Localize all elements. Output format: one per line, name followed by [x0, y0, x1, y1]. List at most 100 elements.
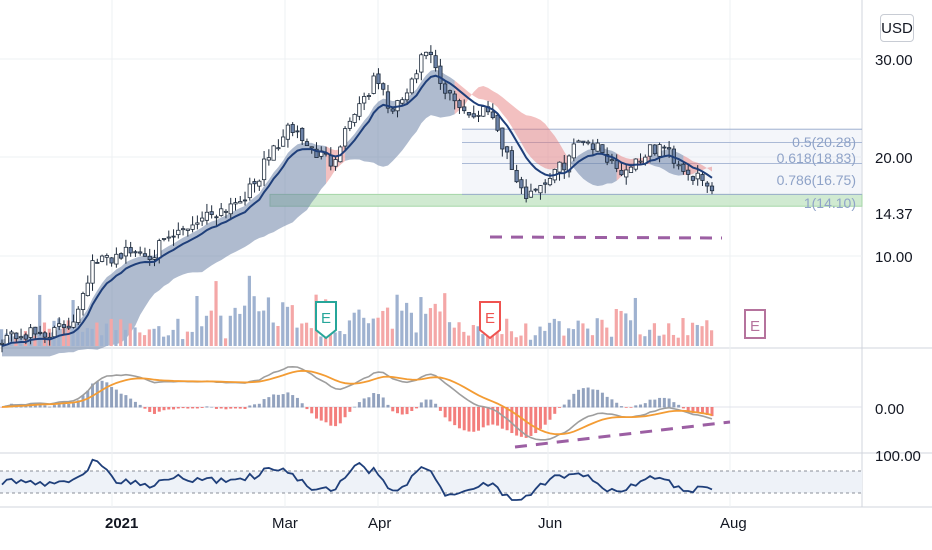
macd-histogram-bar: [658, 397, 662, 408]
volume-bar: [228, 315, 232, 346]
macd-histogram-bar: [415, 407, 419, 409]
volume-bar: [371, 318, 375, 346]
macd-histogram-bar: [467, 407, 471, 432]
volume-bar: [138, 332, 142, 346]
volume-bar: [700, 326, 704, 346]
macd-histogram-bar: [319, 407, 323, 421]
time-axis: 2021 Mar Apr Jun Aug: [105, 515, 747, 532]
volume-bar: [657, 335, 661, 346]
volume-bar: [452, 327, 456, 346]
macd-histogram-bar: [286, 392, 290, 408]
support-dashed-line: [489, 235, 723, 240]
volume-bar: [614, 309, 618, 346]
macd-histogram-bar: [138, 404, 142, 408]
macd-histogram-bar: [157, 407, 161, 412]
macd-histogram-bar: [648, 399, 652, 408]
macd-histogram-bar: [700, 407, 704, 414]
macd-histogram-bar: [172, 407, 176, 410]
fib-label-0.5: 0.5(20.28): [792, 134, 856, 150]
macd-histogram-bar: [686, 407, 690, 411]
macd-histogram-bar: [381, 397, 385, 408]
candle-body: [409, 78, 414, 94]
cloud-bullish: [2, 142, 327, 357]
volume-bar: [90, 328, 94, 346]
price-tick-20: 20.00: [875, 150, 913, 167]
macd-histogram-bar: [543, 407, 547, 425]
candle-body: [557, 161, 562, 173]
macd-histogram-bar: [572, 393, 576, 408]
candle-body: [628, 166, 634, 173]
volume-bar: [271, 322, 275, 346]
volume-bar: [571, 329, 576, 346]
macd-histogram-bar: [186, 407, 190, 409]
volume-bar: [57, 318, 61, 346]
macd-histogram-bar: [148, 407, 152, 412]
volume-bar: [119, 319, 123, 346]
candle-body: [33, 326, 38, 335]
candle-body: [590, 143, 595, 150]
volume-bar: [443, 293, 447, 346]
candle-body: [605, 154, 610, 163]
macd-histogram-bar: [610, 399, 614, 408]
candle-body: [85, 282, 90, 297]
fib-label-0.618: 0.618(18.83): [777, 150, 856, 166]
macd-histogram-bar: [129, 398, 133, 408]
macd-histogram-bar: [538, 407, 542, 429]
candle-body: [490, 111, 495, 119]
candle-body: [647, 144, 653, 157]
candle-body: [457, 100, 462, 108]
macd-histogram-bar: [619, 406, 623, 408]
volume-bar: [662, 334, 666, 346]
volume-bar: [600, 319, 604, 346]
volume-bar: [266, 297, 271, 346]
volume-bar: [409, 312, 413, 346]
macd-histogram-bar: [443, 407, 447, 418]
macd-histogram-bar: [295, 397, 299, 408]
macd-histogram-bar: [205, 406, 209, 408]
candle-body: [128, 247, 133, 254]
candle-body: [281, 136, 286, 147]
volume-bar: [590, 335, 595, 346]
candle-body: [14, 332, 19, 340]
macd-histogram-bar: [48, 406, 52, 408]
candle-body: [352, 114, 357, 123]
volume-bar: [686, 335, 690, 346]
macd-histogram-bar: [57, 403, 61, 408]
macd-histogram-bar: [429, 399, 433, 408]
price-tick-30: 30.00: [875, 52, 913, 69]
candle-body: [266, 157, 271, 161]
trend-line-path: [1, 74, 713, 348]
macd-histogram-bar: [434, 403, 438, 408]
volume-bar: [466, 335, 471, 346]
volume-bar: [333, 332, 337, 346]
candle-body: [624, 169, 629, 178]
volume-bar: [438, 311, 442, 346]
candle-body: [466, 112, 472, 116]
currency-button[interactable]: USD: [880, 14, 914, 42]
candle-body: [700, 174, 705, 181]
candle-body: [433, 55, 438, 69]
candle-body: [104, 255, 109, 258]
macd-histogram-bar: [152, 407, 156, 414]
candle-body: [247, 183, 252, 199]
earnings-label: E: [321, 310, 331, 327]
macd-histogram-bar: [167, 407, 171, 410]
candle-body: [147, 255, 152, 260]
volume-bar: [61, 326, 66, 346]
volume-bar: [414, 332, 418, 346]
volume-bar: [243, 305, 247, 346]
candle-body: [209, 211, 214, 215]
candle-body: [638, 160, 643, 163]
candle-body: [257, 180, 262, 187]
volume-bar: [447, 322, 452, 346]
time-label-aug: Aug: [720, 515, 747, 532]
macd-histogram-bar: [262, 399, 266, 408]
candle-body: [109, 257, 114, 264]
macd-histogram-bar: [305, 407, 309, 410]
macd-histogram-bar: [629, 407, 633, 408]
macd-histogram-bar: [481, 407, 485, 428]
volume-bar: [152, 328, 156, 346]
macd-histogram-bar: [105, 382, 109, 408]
